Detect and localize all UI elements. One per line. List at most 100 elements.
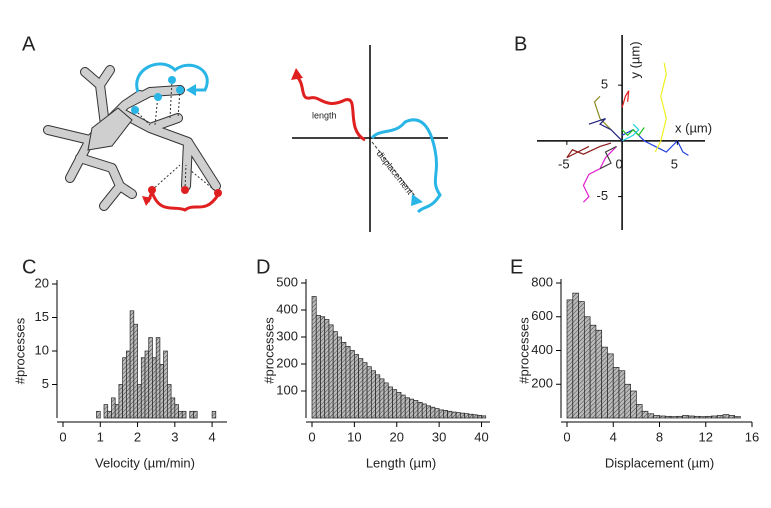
bar (417, 401, 423, 419)
bar (699, 416, 707, 419)
x-tick-label: 10 (347, 429, 361, 444)
bar (447, 410, 453, 419)
bar (670, 416, 678, 419)
bar (653, 415, 660, 419)
bar (392, 389, 398, 419)
bar (404, 397, 410, 419)
y-tick-label: 500 (276, 274, 298, 289)
bar (459, 412, 465, 419)
panel-letter: E (510, 256, 523, 278)
bar (476, 414, 482, 419)
panel-letter: C (22, 256, 36, 278)
bar (693, 415, 701, 419)
bar (193, 410, 198, 419)
bar (366, 366, 372, 419)
bar (96, 410, 101, 419)
diagram-label: length (312, 110, 337, 120)
bar (734, 416, 741, 419)
bar (178, 410, 183, 419)
track (588, 118, 623, 142)
bar (722, 414, 730, 419)
bar (375, 374, 381, 419)
bar (328, 324, 334, 419)
y-tick-label: 100 (276, 382, 298, 397)
x-tick-label: 12 (699, 429, 713, 444)
bar (324, 319, 330, 419)
bar (387, 386, 393, 419)
bar (170, 397, 176, 419)
bar (107, 410, 112, 419)
y-axis-label: #processes (261, 317, 276, 384)
bar (421, 403, 427, 419)
x-axis-label: Velocity (µm/min) (95, 455, 195, 470)
diagram-label: displacement (375, 149, 416, 197)
track (582, 146, 618, 203)
bar (438, 409, 444, 419)
bar (379, 378, 385, 419)
bar (682, 415, 689, 419)
bar (728, 415, 736, 419)
x-tick-label: 1 (97, 429, 104, 444)
bar (383, 382, 389, 419)
bar (144, 350, 150, 419)
bar (358, 358, 364, 419)
bar (148, 337, 153, 419)
bar (341, 342, 347, 419)
bar (211, 410, 217, 419)
bar (443, 410, 448, 419)
bar (320, 316, 326, 419)
x-tick-label: 2 (134, 429, 141, 444)
panel-letter: A (22, 33, 36, 55)
bar (434, 408, 440, 419)
y-tick-label: 10 (35, 342, 49, 357)
x-tick-label: 0 (563, 429, 570, 444)
bar (337, 336, 343, 419)
panel-letter: B (514, 33, 527, 55)
track (599, 145, 617, 170)
x-tick-label: 4 (208, 429, 215, 444)
bar (332, 331, 338, 419)
track (621, 127, 645, 137)
bar (315, 315, 321, 419)
x-tick-label: -5 (558, 156, 570, 171)
bar (345, 346, 351, 419)
bar (152, 357, 157, 419)
bar (464, 413, 470, 419)
track (593, 95, 612, 131)
bar (583, 316, 591, 419)
x-tick-label: 0 (615, 156, 622, 171)
bar (167, 384, 172, 419)
bar (630, 390, 637, 419)
bar (612, 367, 620, 419)
y-axis-label: #processes (516, 317, 531, 384)
bar (481, 415, 487, 419)
track (566, 142, 612, 159)
bar (370, 370, 376, 419)
bar (133, 323, 138, 419)
x-tick-label: 4 (610, 429, 617, 444)
bar (118, 384, 123, 419)
bar (140, 357, 146, 419)
panel-letter: D (256, 256, 270, 278)
y-tick-label: 15 (35, 309, 49, 324)
bar (589, 324, 597, 419)
track (654, 62, 667, 153)
x-tick-label: 0 (59, 429, 66, 444)
y-axis-label: #processes (12, 317, 27, 384)
bar (129, 310, 135, 419)
bar (664, 415, 672, 419)
bar (636, 404, 643, 419)
bar (572, 292, 579, 419)
x-axis-label: Length (µm) (366, 455, 436, 470)
bar (705, 415, 712, 419)
bar (647, 413, 655, 419)
bar (426, 405, 432, 419)
y-tick-label: 200 (276, 355, 298, 370)
bar (716, 415, 724, 419)
y-tick-label: 20 (35, 275, 49, 290)
x-tick-label: 0 (308, 429, 315, 444)
bar (163, 350, 168, 419)
bar (472, 414, 478, 419)
panel-a-diagram: A length displacement (22, 33, 448, 232)
y-tick-label: 200 (531, 376, 553, 391)
